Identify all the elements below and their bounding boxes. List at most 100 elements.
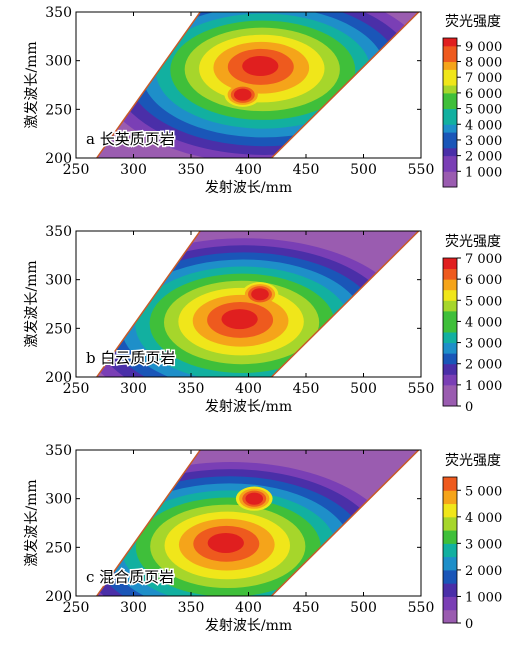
colorbar-segment <box>443 132 457 141</box>
y-tick-label: 250 <box>45 102 72 118</box>
panel-label: a 长英质页岩 <box>86 130 175 148</box>
x-tick-label: 300 <box>120 600 147 616</box>
colorbar-segment <box>443 289 457 301</box>
colorbar-tick-label: 7 000 <box>465 252 502 267</box>
x-tick-label: 400 <box>235 600 262 616</box>
colorbar-segment <box>443 147 457 157</box>
colorbar-tick-label: 5 000 <box>465 294 502 309</box>
colorbar-segment <box>443 332 457 344</box>
x-tick-label: 400 <box>235 162 262 178</box>
colorbar-title: 荧光强度 <box>445 13 501 30</box>
colorbar-segment <box>443 163 457 172</box>
colorbar-segment <box>443 69 457 78</box>
colorbar-segment <box>443 61 457 70</box>
colorbar-tick-label: 5 000 <box>465 484 502 499</box>
colorbar-segment <box>443 85 457 94</box>
colorbar-segment <box>443 353 457 365</box>
colorbar-tick-label: 2 000 <box>465 564 502 579</box>
colorbar-tick-label: 1 000 <box>465 590 502 605</box>
colorbar-segment <box>443 45 457 55</box>
colorbar-segment <box>443 530 457 544</box>
colorbar-segment <box>443 490 457 505</box>
x-axis-label: 发射波长/mm <box>205 399 292 415</box>
colorbar-segment <box>443 384 457 396</box>
colorbar-title: 荧光强度 <box>445 233 501 250</box>
x-tick-label: 300 <box>120 162 147 178</box>
colorbar-tick-label: 1 000 <box>465 379 502 394</box>
y-tick-label: 350 <box>45 5 72 21</box>
colorbar-frame <box>442 476 458 624</box>
x-tick-label: 250 <box>63 162 90 178</box>
colorbar-segment <box>443 583 457 597</box>
y-tick-label: 350 <box>45 224 72 240</box>
colorbar-segment <box>443 155 457 164</box>
colorbar-segment <box>443 477 457 491</box>
colorbar-tick-label: 0 <box>465 400 473 415</box>
panel-label-halo: b 白云质页岩 <box>86 349 175 367</box>
y-tick-label: 250 <box>45 321 72 337</box>
colorbar-segment <box>443 300 457 312</box>
chart-panel-0: 250 300 350 400 450 500 550200250300350发射波长/mm… <box>23 5 502 196</box>
colorbar-tick-label: 6 000 <box>465 273 502 288</box>
colorbar-tick-label: 2 000 <box>465 150 502 165</box>
colorbar-segment <box>443 38 457 47</box>
colorbar-tick-label: 0 <box>465 617 473 632</box>
colorbar-segment <box>443 503 457 518</box>
colorbar-segment <box>443 310 457 322</box>
contour-level-11-secondary <box>245 492 264 505</box>
colorbar-segment <box>443 116 457 125</box>
boundary-line-right <box>270 230 420 378</box>
colorbar-segment <box>443 569 457 584</box>
x-tick-label: 500 <box>350 600 377 616</box>
colorbar-segment <box>443 108 457 117</box>
colorbar-segment <box>443 321 457 333</box>
colorbar-segment <box>443 363 457 375</box>
colorbar-tick-label: 9 000 <box>465 40 502 55</box>
colorbar-frame <box>442 257 458 407</box>
panel-label: c 混合质页岩 <box>86 568 174 586</box>
panel-label-halo: a 长英质页岩 <box>86 130 175 148</box>
y-tick-label: 300 <box>45 54 72 70</box>
y-tick-label: 300 <box>45 273 72 289</box>
x-tick-label: 450 <box>293 162 320 178</box>
colorbar-tick-label: 4 000 <box>465 315 502 330</box>
colorbar-segment <box>443 77 457 86</box>
contour-level-11 <box>242 56 279 77</box>
colorbar-segment <box>443 556 457 571</box>
colorbar-segment <box>443 516 457 531</box>
colorbar-segment <box>443 279 457 291</box>
colorbar-tick-label: 8 000 <box>465 56 502 71</box>
boundary-line-left <box>96 449 201 597</box>
colorbar-tick-label: 5 000 <box>465 103 502 118</box>
boundary-line-left <box>96 11 201 159</box>
y-tick-label: 300 <box>45 492 72 508</box>
contour-level-11 <box>221 309 258 330</box>
x-tick-label: 400 <box>235 381 262 397</box>
x-tick-label: 500 <box>350 162 377 178</box>
colorbar-segment <box>443 171 457 180</box>
colorbar-segment <box>443 124 457 133</box>
colorbar-segment <box>443 139 457 149</box>
y-axis-label: 激发波长/mm <box>23 479 40 566</box>
colorbar-segment <box>443 53 457 63</box>
colorbar-tick-label: 4 000 <box>465 511 502 526</box>
panel-label: b 白云质页岩 <box>86 349 175 367</box>
y-tick-label: 250 <box>45 540 72 556</box>
x-tick-label: 350 <box>178 381 205 397</box>
x-tick-label: 550 <box>408 381 435 397</box>
y-tick-label: 200 <box>45 370 72 386</box>
x-tick-label: 350 <box>178 600 205 616</box>
colorbar-segment <box>443 268 457 280</box>
colorbar-segment <box>443 258 457 270</box>
contour-level-11-secondary <box>251 288 269 301</box>
x-tick-label: 350 <box>178 162 205 178</box>
colorbar-segment <box>443 179 457 188</box>
colorbar-segment <box>443 543 457 558</box>
colorbar-tick-label: 3 000 <box>465 134 502 149</box>
x-tick-label: 250 <box>63 381 90 397</box>
y-axis-label: 激发波长/mm <box>23 41 40 128</box>
y-tick-label: 200 <box>45 589 72 605</box>
